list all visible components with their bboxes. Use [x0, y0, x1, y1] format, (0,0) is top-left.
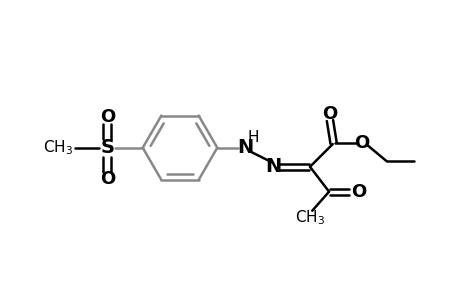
- Text: O: O: [350, 183, 365, 201]
- Text: O: O: [100, 169, 115, 188]
- Text: CH$_3$: CH$_3$: [43, 138, 73, 157]
- Text: O: O: [322, 105, 337, 123]
- Text: N: N: [237, 138, 253, 157]
- Text: CH$_3$: CH$_3$: [294, 208, 325, 227]
- Text: S: S: [100, 138, 114, 157]
- Text: N: N: [265, 157, 281, 176]
- Text: O: O: [100, 108, 115, 126]
- Text: H: H: [247, 130, 259, 145]
- Text: O: O: [353, 134, 369, 152]
